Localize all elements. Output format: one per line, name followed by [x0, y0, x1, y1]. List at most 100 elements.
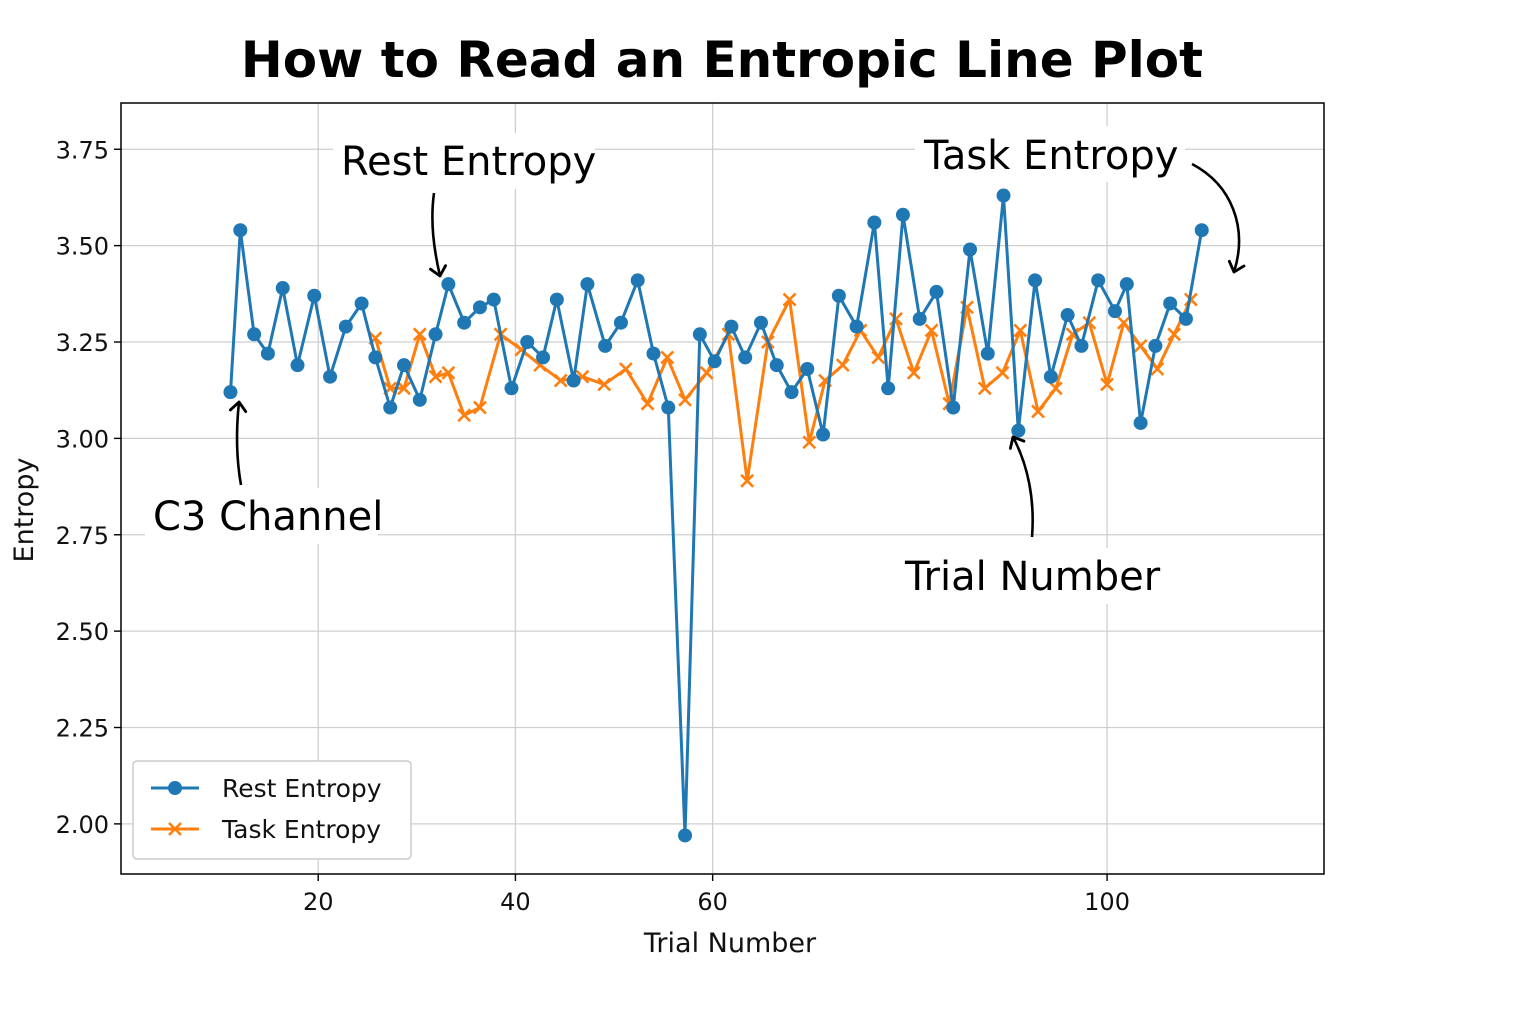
annotation-task-entropy-arrow	[1191, 162, 1246, 274]
data-point-rest-entropy	[707, 354, 722, 369]
data-point-rest-entropy	[233, 223, 248, 238]
data-point-rest-entropy	[929, 284, 944, 299]
legend-entry-task-entropy: Task Entropy	[151, 815, 381, 844]
data-point-rest-entropy	[831, 288, 846, 303]
data-point-rest-entropy	[472, 300, 487, 315]
data-point-rest-entropy	[323, 369, 338, 384]
data-point-rest-entropy	[946, 400, 961, 415]
data-point-task-entropy	[1100, 377, 1114, 392]
x-axis-ticks: 20 40 60 100	[303, 874, 1130, 916]
legend-label-task-entropy: Task Entropy	[221, 815, 381, 844]
legend-marker-task-entropy	[168, 822, 182, 836]
data-point-task-entropy	[640, 396, 655, 411]
data-point-task-entropy	[1133, 338, 1148, 353]
x-tick-label: 60	[697, 888, 728, 916]
data-point-rest-entropy	[1011, 423, 1026, 438]
data-point-rest-entropy	[307, 288, 322, 303]
legend-box	[132, 760, 412, 860]
legend-marker-rest-entropy	[168, 781, 182, 795]
y-tick-label: 3.75	[56, 136, 109, 164]
data-point-rest-entropy	[980, 346, 995, 361]
annotation-trial-number-arrow	[1008, 435, 1034, 538]
data-point-rest-entropy	[1074, 338, 1089, 353]
data-point-rest-entropy	[1148, 338, 1163, 353]
data-point-rest-entropy	[661, 400, 676, 415]
data-point-rest-entropy	[1091, 273, 1106, 288]
data-point-task-entropy	[553, 373, 568, 388]
annotation-task-entropy-text: Task Entropy	[923, 133, 1178, 179]
data-point-rest-entropy	[580, 277, 595, 292]
data-point-rest-entropy	[912, 311, 927, 326]
data-point-rest-entropy	[849, 319, 864, 334]
data-point-task-entropy	[802, 435, 817, 450]
data-point-rest-entropy	[598, 338, 613, 353]
data-point-task-entropy	[1167, 327, 1182, 342]
data-point-rest-entropy	[895, 207, 910, 222]
data-point-task-entropy	[699, 365, 714, 380]
data-point-rest-entropy	[428, 327, 443, 342]
data-point-rest-entropy	[1163, 296, 1178, 311]
data-point-rest-entropy	[536, 350, 551, 365]
data-point-rest-entropy	[223, 385, 238, 400]
data-point-task-entropy	[457, 408, 472, 423]
data-point-rest-entropy	[881, 381, 896, 396]
data-point-rest-entropy	[504, 381, 519, 396]
y-tick-label: 3.50	[56, 233, 109, 261]
y-axis-label: Entropy	[9, 458, 40, 563]
data-point-rest-entropy	[724, 319, 739, 334]
data-point-rest-entropy	[996, 188, 1011, 203]
data-point-rest-entropy	[630, 273, 645, 288]
y-tick-label: 3.25	[56, 329, 109, 357]
x-tick-label: 20	[303, 888, 334, 916]
data-point-rest-entropy	[247, 327, 262, 342]
data-point-task-entropy	[660, 350, 675, 365]
y-tick-label: 2.00	[56, 811, 109, 839]
series-line-rest-entropy	[229, 194, 1204, 837]
data-point-rest-entropy	[1028, 273, 1043, 288]
data-point-rest-entropy	[784, 385, 799, 400]
data-point-rest-entropy	[290, 358, 305, 373]
data-point-rest-entropy	[412, 392, 427, 407]
data-point-rest-entropy	[613, 315, 628, 330]
data-point-rest-entropy	[354, 296, 369, 311]
legend-entry-rest-entropy: Rest Entropy	[151, 774, 382, 803]
data-point-rest-entropy	[1119, 277, 1134, 292]
data-point-rest-entropy	[1194, 223, 1209, 238]
y-axis-ticks: 2.00 2.25 2.50 2.75 3.00 3.25 3.50 3.75	[56, 136, 121, 839]
data-point-rest-entropy	[457, 315, 472, 330]
annotation-rest-entropy-arrow	[429, 192, 447, 278]
data-point-rest-entropy	[383, 400, 398, 415]
annotation-c3-channel-arrow	[228, 400, 248, 486]
data-point-rest-entropy	[1043, 369, 1058, 384]
data-point-task-entropy	[871, 350, 886, 365]
data-point-rest-entropy	[566, 373, 581, 388]
annotation-rest-entropy-text: Rest Entropy	[341, 139, 596, 185]
data-point-rest-entropy	[368, 350, 383, 365]
annotation-trial-number-text: Trial Number	[904, 554, 1161, 600]
annotation-c3-channel: C3 Channel	[145, 400, 383, 544]
data-point-rest-entropy	[486, 292, 501, 307]
data-point-task-entropy	[924, 323, 939, 338]
plot-frame	[120, 102, 1325, 875]
series-layer	[223, 188, 1209, 843]
data-point-rest-entropy	[678, 828, 693, 843]
y-tick-label: 2.50	[56, 618, 109, 646]
legend-label-rest-entropy: Rest Entropy	[222, 774, 382, 803]
data-point-rest-entropy	[816, 427, 831, 442]
data-point-task-entropy	[441, 365, 456, 380]
series-rest-entropy	[223, 188, 1209, 843]
annotation-c3-channel-text: C3 Channel	[153, 494, 383, 540]
data-point-task-entropy	[995, 365, 1010, 380]
chart-title: How to Read an Entropic Line Plot	[241, 31, 1203, 89]
y-tick-label: 2.75	[56, 522, 109, 550]
y-tick-label: 2.25	[56, 715, 109, 743]
data-point-task-entropy	[835, 358, 850, 373]
data-point-rest-entropy	[441, 277, 456, 292]
data-point-rest-entropy	[520, 335, 535, 350]
x-tick-label: 40	[500, 888, 531, 916]
legend: Rest Entropy Task Entropy	[132, 760, 412, 860]
series-task-entropy	[368, 292, 1198, 488]
annotation-trial-number: Trial Number	[897, 435, 1161, 604]
annotation-task-entropy: Task Entropy	[915, 126, 1246, 274]
data-point-task-entropy	[597, 377, 612, 392]
